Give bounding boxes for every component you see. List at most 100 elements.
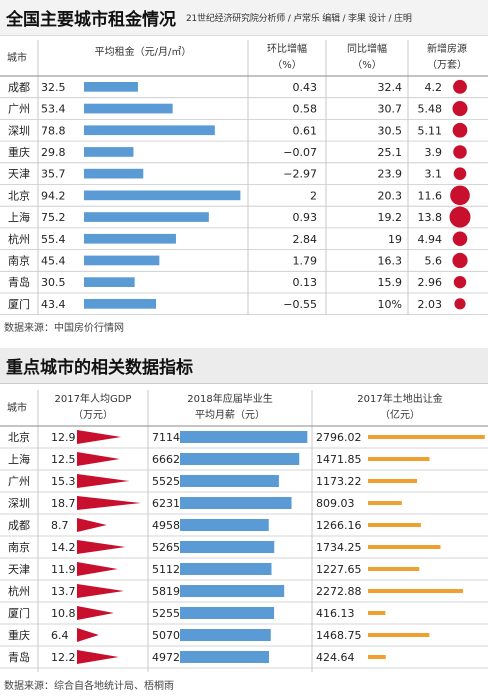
rent-value: 43.4 xyxy=(41,298,66,311)
yoy-value: 19.2 xyxy=(378,211,403,224)
rent-bar xyxy=(84,103,173,114)
header-land-1: 2017年土地出让金 xyxy=(357,392,442,405)
rent-value: 45.4 xyxy=(41,254,66,267)
header-supply-1: 新增房源 xyxy=(427,42,467,55)
gdp-value: 8.7 xyxy=(51,519,69,532)
mom-value: 0.13 xyxy=(293,276,318,289)
rent-bar xyxy=(84,190,241,201)
land-bar xyxy=(368,435,485,439)
rent-value: 78.8 xyxy=(41,124,66,137)
gdp-triangle xyxy=(77,540,126,554)
salary-bar xyxy=(180,431,308,443)
gdp-value: 13.7 xyxy=(51,585,76,598)
land-value: 1471.85 xyxy=(316,453,362,466)
supply-dot xyxy=(452,122,468,138)
row-city: 天津 xyxy=(8,563,30,576)
header-city: 城市 xyxy=(7,51,27,64)
land-bar xyxy=(368,633,430,637)
mom-value: −2.97 xyxy=(283,168,317,181)
rent-bar xyxy=(84,233,176,244)
rent-table-panel: 城市 平均租金（元/月/㎡） 环比增幅 （%） 同比增幅 （%） 新增房源 （万套） 成都 32.… xyxy=(0,38,488,316)
rent-table-chart: 城市 平均租金（元/月/㎡） 环比增幅 （%） 同比增幅 （%） 新增房源 （万套） 成都 32.… xyxy=(0,40,488,316)
yoy-value: 25.1 xyxy=(378,146,403,159)
land-bar xyxy=(368,479,418,483)
supply-value: 3.1 xyxy=(425,168,443,181)
header-mom-1: 环比增幅 xyxy=(267,42,307,55)
salary-value: 4958 xyxy=(152,519,180,532)
supply-value: 4.2 xyxy=(425,81,443,94)
mom-value: 1.79 xyxy=(293,254,318,267)
yoy-value: 19 xyxy=(388,233,402,246)
rent-bar xyxy=(84,168,144,179)
salary-value: 5255 xyxy=(152,607,180,620)
bottom-title-bar: 重点城市的相关数据指标 xyxy=(0,348,488,384)
land-value: 416.13 xyxy=(316,607,355,620)
row-city: 青岛 xyxy=(8,275,30,289)
gdp-value: 12.2 xyxy=(51,651,76,664)
gdp-value: 10.8 xyxy=(51,607,76,620)
supply-dot xyxy=(452,101,468,117)
salary-value: 5265 xyxy=(152,541,180,554)
land-bar xyxy=(368,611,386,615)
row-city: 天津 xyxy=(8,168,30,181)
supply-dot xyxy=(452,252,468,269)
land-value: 809.03 xyxy=(316,497,355,510)
bottom-source: 数据来源：综合自各地统计局、梧桐雨 xyxy=(4,681,174,692)
gdp-value: 6.4 xyxy=(51,629,69,642)
rent-value: 94.2 xyxy=(41,189,66,202)
mom-value: −0.07 xyxy=(283,146,317,159)
salary-bar xyxy=(180,541,275,553)
header-land-2: （亿元） xyxy=(380,408,420,421)
mom-value: 0.93 xyxy=(293,211,318,224)
gdp-triangle xyxy=(77,474,130,488)
header-rent: 平均租金（元/月/㎡） xyxy=(95,45,192,58)
land-value: 424.64 xyxy=(316,651,355,664)
salary-bar xyxy=(180,475,279,487)
salary-bar xyxy=(180,563,272,575)
header-gdp-2: （万元） xyxy=(73,409,113,421)
mom-value: −0.55 xyxy=(283,298,317,311)
rent-bar xyxy=(84,82,138,92)
row-city: 广州 xyxy=(8,475,30,488)
row-city: 深圳 xyxy=(8,124,30,137)
gdp-triangle xyxy=(77,518,107,532)
row-city: 深圳 xyxy=(8,497,30,510)
gdp-triangle xyxy=(77,606,114,620)
bottom-title: 重点城市的相关数据指标 xyxy=(6,358,193,378)
header-mom-2: （%） xyxy=(272,59,302,71)
row-city: 北京 xyxy=(8,430,30,444)
supply-dot xyxy=(453,79,467,94)
yoy-value: 23.9 xyxy=(378,168,403,181)
top-source: 数据来源：中国房价行情网 xyxy=(4,323,124,334)
yoy-value: 30.7 xyxy=(378,103,403,116)
row-city: 北京 xyxy=(8,188,30,202)
land-value: 1173.22 xyxy=(316,475,362,488)
mom-value: 0.58 xyxy=(293,103,318,116)
row-city: 成都 xyxy=(8,519,30,532)
salary-bar xyxy=(180,453,300,465)
land-bar xyxy=(368,501,402,505)
salary-bar xyxy=(180,519,269,531)
rent-bar xyxy=(84,147,134,157)
gdp-value: 18.7 xyxy=(51,497,76,510)
gdp-triangle xyxy=(77,584,124,598)
top-title: 全国主要城市租金情况 xyxy=(6,10,176,30)
supply-value: 5.11 xyxy=(418,124,443,137)
salary-bar xyxy=(180,585,285,597)
header-city: 城市 xyxy=(7,401,27,414)
row-city: 杭州 xyxy=(8,232,30,246)
land-bar xyxy=(368,457,430,461)
mom-value: 2.84 xyxy=(293,233,318,246)
salary-bar xyxy=(180,497,292,509)
header-salary-2: 平均月薪（元） xyxy=(195,409,265,421)
rent-bar xyxy=(84,299,157,309)
land-value: 2796.02 xyxy=(316,431,362,444)
row-city: 广州 xyxy=(8,103,30,116)
gdp-triangle xyxy=(77,452,120,466)
gdp-triangle xyxy=(77,430,122,444)
salary-bar xyxy=(180,651,270,663)
rent-value: 32.5 xyxy=(41,81,66,94)
row-city: 南京 xyxy=(8,253,30,267)
mom-value: 0.43 xyxy=(293,81,318,94)
